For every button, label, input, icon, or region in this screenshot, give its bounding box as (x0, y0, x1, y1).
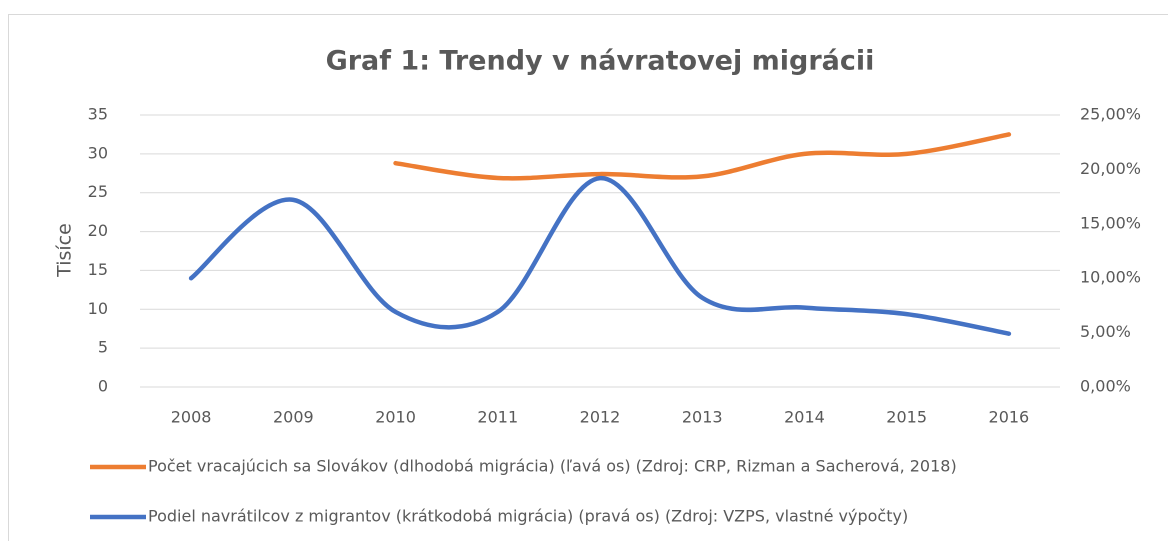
y-tick-label: 30 (88, 143, 108, 162)
series-line (188, 175, 1012, 336)
legend-label: Podiel navrátilcov z migrantov (krátkodo… (148, 507, 908, 526)
x-tick-label: 2012 (580, 408, 621, 427)
x-tick-label: 2011 (477, 408, 518, 427)
y-tick-label: 20 (88, 221, 108, 240)
series-line (393, 132, 1012, 181)
chart-title: Graf 1: Trendy v návratovej migrácii (326, 46, 875, 77)
y-tick-label: 15 (88, 260, 108, 279)
x-tick-label: 2009 (273, 408, 314, 427)
x-tick-label: 2010 (375, 408, 416, 427)
y-tick-label: 5 (98, 338, 108, 357)
x-tick-label: 2014 (784, 408, 825, 427)
chart-border (8, 14, 1168, 541)
y2-tick-label: 5,00% (1080, 322, 1131, 341)
legend-label: Počet vracajúcich sa Slovákov (dlhodobá … (148, 457, 957, 476)
y-axis-label: Tisíce (54, 223, 76, 278)
y2-tick-label: 25,00% (1080, 105, 1141, 124)
y2-tick-label: 10,00% (1080, 268, 1141, 287)
x-tick-label: 2013 (682, 408, 723, 427)
x-tick-label: 2008 (171, 408, 212, 427)
y2-tick-label: 0,00% (1080, 377, 1131, 396)
x-tick-label: 2016 (989, 408, 1030, 427)
y2-tick-label: 20,00% (1080, 159, 1141, 178)
x-tick-label: 2015 (886, 408, 927, 427)
y-tick-label: 10 (88, 299, 108, 318)
y-tick-label: 35 (88, 105, 108, 124)
y2-tick-label: 15,00% (1080, 213, 1141, 232)
y-tick-label: 0 (98, 377, 108, 396)
y-tick-label: 25 (88, 182, 108, 201)
